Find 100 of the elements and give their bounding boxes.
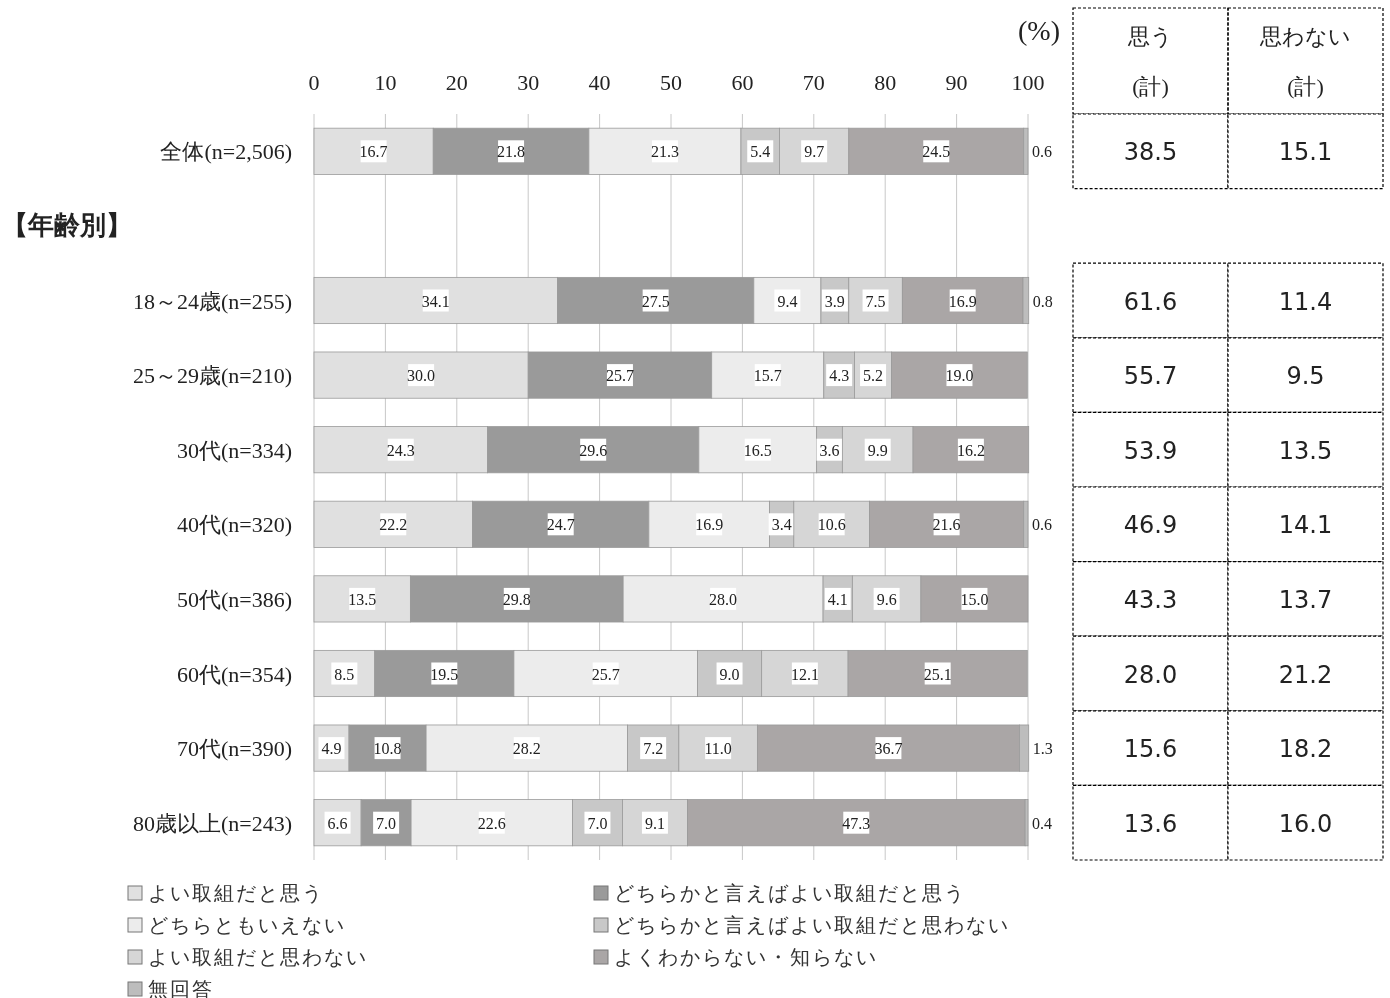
text: 【年齢別】	[2, 209, 132, 240]
data-label: 7.5	[865, 292, 886, 310]
data-label: 36.7	[874, 740, 903, 758]
data-label: 0.6	[1032, 143, 1052, 161]
data-label: 5.2	[863, 367, 884, 385]
text: 28.0	[1123, 660, 1178, 689]
text: 43.3	[1123, 585, 1178, 614]
x-tick-label: 90	[945, 70, 968, 95]
data-label: 5.4	[750, 143, 771, 161]
data-label: 4.1	[827, 590, 848, 608]
data-label: 11.0	[704, 740, 732, 758]
legend-item: どちらかと言えばよい取組だと思う	[593, 882, 966, 904]
text: 21.2	[1278, 660, 1333, 689]
data-label: 15.7	[753, 367, 782, 385]
data-label: 9.9	[867, 441, 888, 459]
x-tick-label: 0	[308, 70, 320, 95]
data-label: 12.1	[790, 665, 819, 683]
data-label: 25.7	[605, 367, 634, 385]
text: 61.6	[1123, 287, 1178, 316]
data-label: 0.6	[1032, 516, 1052, 534]
y-tick-label: 40代(n=320)	[176, 512, 292, 538]
x-tick-label: 40	[588, 70, 611, 95]
data-label: 3.4	[771, 516, 792, 534]
y-tick-label: 70代(n=390)	[176, 736, 292, 762]
data-label: 30.0	[407, 367, 436, 385]
data-label: 10.8	[373, 740, 402, 758]
text: 13.6	[1123, 809, 1178, 838]
data-label: 25.1	[923, 665, 952, 683]
data-label: 1.3	[1032, 740, 1053, 758]
data-label: 16.5	[743, 441, 772, 459]
x-tick-label: 100	[1011, 70, 1045, 95]
data-label: 47.3	[842, 814, 871, 832]
data-label: 9.1	[644, 814, 665, 832]
y-tick-label: 25～29歳(n=210)	[132, 363, 292, 389]
legend-item: よい取組だと思わない	[127, 946, 368, 968]
data-label: 29.6	[579, 441, 608, 459]
x-tick-label: 70	[802, 70, 825, 95]
legend-item: よくわからない・知らない	[593, 946, 878, 968]
y-tick-label: 30代(n=334)	[176, 437, 292, 463]
y-tick-label: 80歳以上(n=243)	[132, 810, 292, 836]
x-tick-label: 50	[660, 70, 682, 95]
data-label: 21.3	[650, 143, 679, 161]
data-label: 0.4	[1032, 814, 1052, 832]
y-tick-label: 全体(n=2,506)	[160, 139, 292, 165]
data-label: 21.8	[497, 143, 526, 161]
text: 13.7	[1278, 585, 1333, 614]
data-label: 16.7	[359, 143, 388, 161]
text: 38.5	[1123, 138, 1178, 167]
data-label: 3.6	[819, 441, 840, 459]
data-label: 16.9	[948, 292, 977, 310]
x-axis-title: (%)	[1018, 15, 1060, 46]
data-label: 16.9	[695, 516, 724, 534]
data-label: 9.6	[876, 590, 897, 608]
data-label: 28.2	[512, 740, 541, 758]
y-tick-label: 50代(n=386)	[176, 586, 292, 612]
data-label: 21.6	[932, 516, 961, 534]
legend-item: よい取組だと思う	[127, 882, 324, 904]
data-label: 34.1	[421, 292, 450, 310]
data-label: 15.0	[960, 590, 989, 608]
text: 16.0	[1278, 809, 1333, 838]
data-label: 28.0	[709, 590, 738, 608]
data-label: 9.4	[777, 292, 798, 310]
data-label: 24.5	[922, 143, 951, 161]
data-label: 25.7	[591, 665, 620, 683]
data-label: 4.3	[829, 367, 850, 385]
y-tick-label: 60代(n=354)	[176, 661, 292, 687]
data-label: 19.0	[945, 367, 974, 385]
x-tick-label: 80	[874, 70, 897, 95]
data-label: 8.5	[334, 665, 355, 683]
data-label: 24.3	[386, 441, 415, 459]
text: 思う (計)	[1127, 24, 1173, 99]
text: 15.6	[1123, 735, 1178, 764]
data-label: 7.0	[587, 814, 608, 832]
x-tick-label: 20	[445, 70, 468, 95]
text: 13.5	[1278, 436, 1333, 465]
data-label: 29.8	[502, 590, 531, 608]
data-label: 7.2	[643, 740, 664, 758]
text: 55.7	[1123, 362, 1178, 391]
data-label: 9.7	[804, 143, 825, 161]
data-label: 3.9	[824, 292, 845, 310]
data-label: 22.2	[379, 516, 408, 534]
text: 18.2	[1278, 735, 1333, 764]
data-label: 4.9	[321, 740, 342, 758]
data-label: 24.7	[546, 516, 575, 534]
text: 14.1	[1278, 511, 1333, 540]
text: 15.1	[1278, 138, 1333, 167]
x-tick-label: 60	[731, 70, 754, 95]
data-label: 13.5	[348, 590, 377, 608]
x-tick-label: 30	[517, 70, 540, 95]
legend-item: どちらともいえない	[127, 914, 346, 936]
text: 9.5	[1286, 362, 1325, 391]
data-label: 19.5	[430, 665, 459, 683]
data-label: 27.5	[641, 292, 670, 310]
data-label: 6.6	[327, 814, 348, 832]
data-label: 7.0	[376, 814, 397, 832]
x-tick-label: 10	[374, 70, 397, 95]
y-tick-label: 18～24歳(n=255)	[132, 288, 292, 314]
text: 46.9	[1123, 511, 1178, 540]
data-label: 22.6	[477, 814, 506, 832]
text: 思わない (計)	[1259, 24, 1351, 99]
